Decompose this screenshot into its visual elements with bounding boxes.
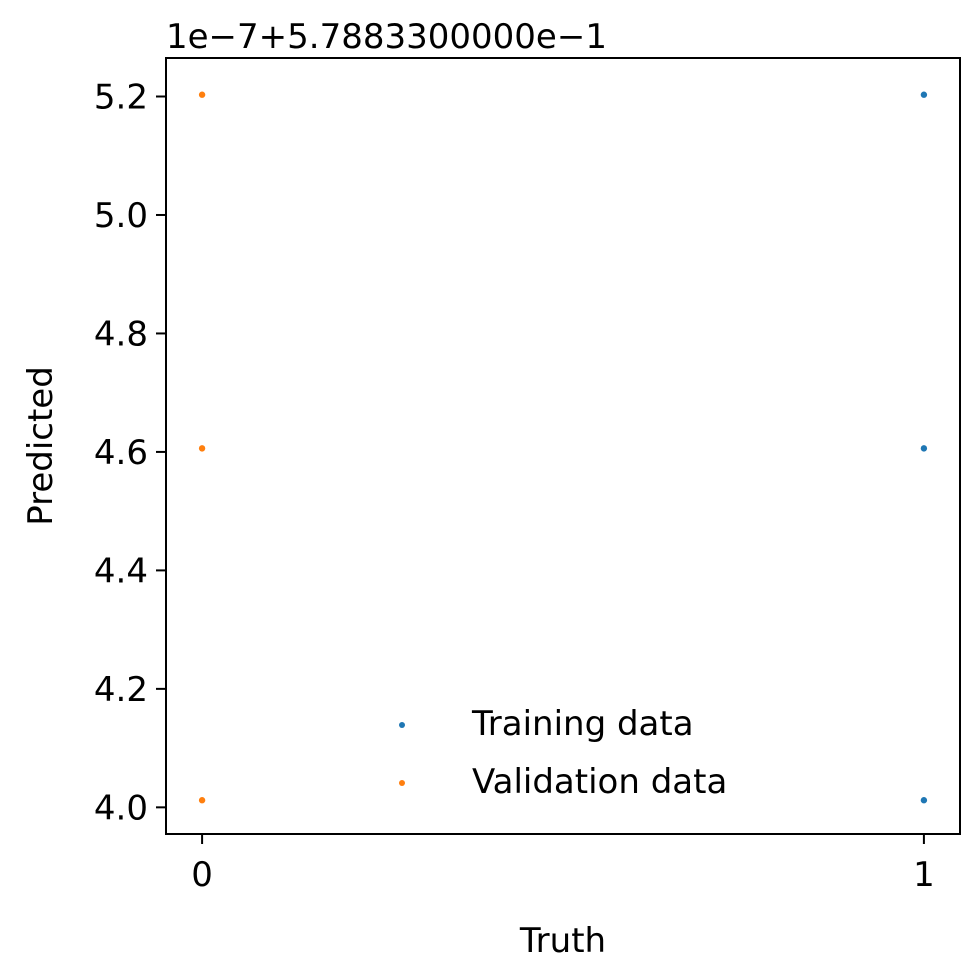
y-axis-offset-label: 1e−7+5.7883300000e−1 bbox=[166, 17, 607, 57]
x-tick-label: 1 bbox=[913, 855, 935, 895]
y-tick-label: 4.4 bbox=[94, 551, 148, 591]
y-tick-label: 4.8 bbox=[94, 314, 148, 354]
legend-label: Training data bbox=[471, 704, 694, 744]
y-axis-label: Predicted bbox=[21, 366, 61, 526]
data-point bbox=[920, 91, 928, 98]
data-points bbox=[198, 91, 928, 804]
legend-label: Validation data bbox=[472, 762, 727, 802]
legend-marker bbox=[399, 780, 405, 786]
x-axis-label: Truth bbox=[519, 921, 606, 961]
data-point bbox=[920, 445, 928, 452]
y-tick-label: 5.0 bbox=[94, 196, 148, 236]
data-point bbox=[920, 797, 928, 804]
y-tick-label: 4.2 bbox=[94, 670, 148, 710]
y-tick-label: 4.0 bbox=[94, 788, 148, 828]
data-point bbox=[198, 797, 206, 804]
x-tick-label: 0 bbox=[191, 855, 213, 895]
plot-area-frame bbox=[165, 57, 961, 835]
data-point bbox=[198, 445, 206, 452]
legend-marker bbox=[399, 722, 405, 728]
legend: Training data Validation data bbox=[399, 704, 727, 802]
axis-ticks: 4.0 4.2 4.4 4.6 4.8 5.0 5.2 0 1 bbox=[94, 78, 935, 895]
data-point bbox=[198, 91, 206, 98]
y-tick-label: 5.2 bbox=[94, 78, 148, 118]
y-tick-label: 4.6 bbox=[94, 433, 148, 473]
